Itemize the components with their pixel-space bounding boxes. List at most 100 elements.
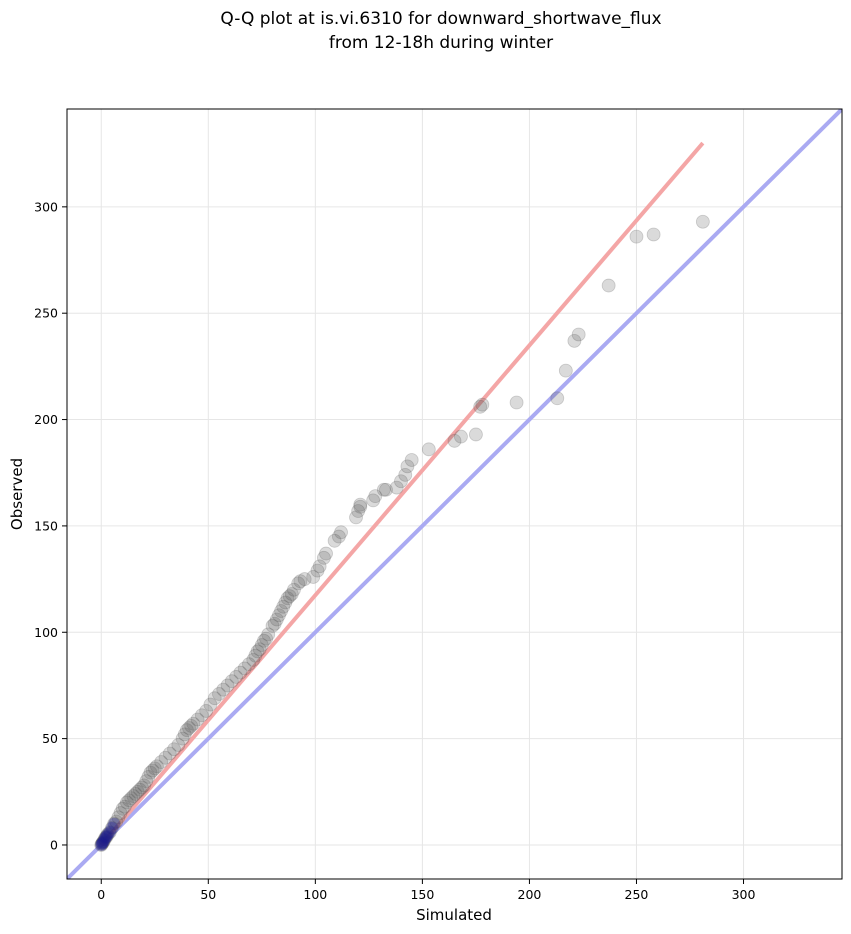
data-point [353, 497, 368, 512]
data-point [404, 453, 419, 467]
data-point [317, 550, 331, 565]
data-point [145, 763, 160, 778]
data-point [695, 214, 710, 229]
x-tick-label: 300 [732, 887, 756, 902]
data-point [150, 759, 164, 774]
data-point [421, 442, 436, 457]
data-point [567, 333, 582, 348]
data-point [229, 670, 244, 684]
data-point [220, 678, 235, 693]
data-point [257, 633, 271, 648]
chart-title: Q-Q plot at is.vi.6310 for downward_shor… [220, 9, 661, 29]
data-point [184, 718, 199, 733]
data-point [297, 572, 312, 586]
data-point [282, 589, 297, 603]
data-point [122, 793, 136, 808]
plot-frame [66, 108, 843, 880]
data-point [109, 814, 124, 829]
data-point [182, 721, 196, 735]
data-point-low [95, 837, 108, 850]
data-point [349, 510, 363, 525]
data-point [130, 784, 145, 799]
data-point [319, 546, 333, 561]
identity-line [67, 109, 842, 879]
data-point [143, 765, 158, 780]
data-point [469, 427, 483, 442]
data-point [571, 327, 586, 342]
data-point-low [97, 835, 110, 848]
data-point [267, 616, 282, 631]
data-point [113, 806, 128, 820]
y-tick-label: 150 [34, 518, 58, 533]
y-tick-label: 300 [34, 199, 58, 214]
data-point [233, 665, 248, 680]
y-ticks: 0 50 100 150 200 250 300 [34, 199, 67, 852]
x-tick-label: 150 [410, 887, 434, 902]
data-point [252, 642, 267, 657]
x-tick-label: 200 [518, 887, 542, 902]
data-point [96, 834, 111, 849]
data-point [306, 570, 321, 584]
data-point [175, 731, 190, 746]
y-tick-label: 250 [34, 306, 58, 321]
data-point [331, 529, 346, 544]
data-point [177, 727, 192, 742]
data-point [147, 761, 162, 776]
data-point [100, 827, 115, 842]
data-point [171, 738, 186, 752]
data-point [558, 363, 573, 378]
data-point [272, 608, 286, 623]
reference-lines [67, 109, 842, 879]
data-point [97, 832, 112, 847]
data-point [312, 559, 327, 574]
data-point [132, 782, 147, 797]
data-point [334, 525, 348, 540]
data-point [167, 742, 181, 757]
data-point [265, 618, 280, 633]
data-point [250, 644, 265, 659]
data-point [124, 791, 139, 806]
data-point [94, 838, 109, 852]
data-point [126, 789, 141, 803]
data-point [259, 631, 274, 646]
data-point [284, 587, 299, 601]
data-point [95, 835, 110, 850]
fit-line [99, 141, 705, 847]
data-point [115, 801, 130, 816]
data-point [111, 810, 126, 825]
data-point [280, 591, 295, 606]
grid [67, 109, 842, 879]
data-point [454, 429, 468, 444]
data-point [368, 489, 383, 504]
data-point-low [105, 821, 118, 834]
data-point [190, 712, 205, 727]
data-point [278, 595, 293, 610]
data-point [447, 433, 462, 448]
x-ticks: 0 50 100 150 200 250 300 [97, 879, 755, 902]
data-point [102, 825, 117, 840]
data-point [98, 830, 113, 845]
data-point [475, 397, 490, 412]
data-point [291, 576, 306, 591]
data-point [646, 227, 661, 242]
data-point [105, 821, 119, 835]
y-tick-label: 50 [42, 731, 58, 746]
y-tick-label: 100 [34, 625, 58, 640]
x-axis-label: Simulated [416, 906, 492, 924]
data-point [276, 599, 291, 614]
data-point [261, 627, 276, 642]
data-point [154, 755, 169, 769]
data-point [310, 563, 325, 578]
x-tick-label: 0 [97, 887, 105, 902]
x-tick-label: 100 [303, 887, 327, 902]
chart-subtitle: from 12-18h during winter [329, 33, 553, 53]
data-points [94, 214, 710, 852]
data-point [274, 604, 288, 618]
data-point-low [100, 830, 113, 843]
data-point [224, 674, 239, 689]
data-point [207, 691, 222, 706]
y-axis-label: Observed [8, 458, 26, 530]
data-point [287, 582, 301, 597]
data-point [550, 391, 565, 406]
